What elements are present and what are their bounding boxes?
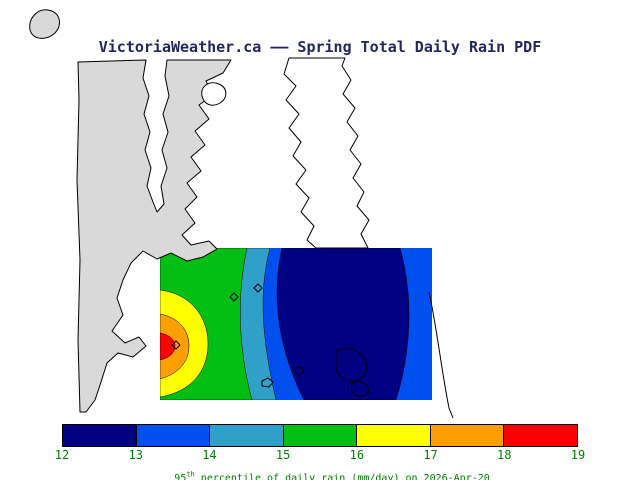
colorbar-tick: 18: [497, 448, 512, 462]
station-marker-north: [253, 283, 263, 293]
caption-text: percentile of daily rain (mm/day) on 202…: [194, 473, 490, 480]
coastline-saanich-peninsula: [283, 57, 370, 249]
caption-number: 95: [174, 473, 187, 480]
colorbar-segment-12-13: [63, 425, 137, 446]
colorbar-segment-15-16: [283, 425, 358, 446]
page-title: VictoriaWeather.ca —— Spring Total Daily…: [98, 38, 542, 56]
colorbar-tick: 14: [202, 448, 217, 462]
contour-field: [160, 248, 432, 400]
colorbar-segment-14-15: [210, 425, 284, 446]
station-marker-center: [229, 292, 239, 302]
islet-outline-2: [261, 377, 274, 388]
colorbar-segment-16-17: [357, 425, 431, 446]
islet-outline: [294, 366, 304, 376]
contour-band-18-19: [160, 332, 176, 361]
colorbar: [62, 424, 578, 447]
colorbar-tick: 16: [349, 448, 365, 462]
colorbar-segment-18-19: [504, 425, 578, 446]
colorbar-tick: 13: [128, 448, 143, 462]
colorbar-ticks: 12 13 14 15 16 17 18 19: [55, 448, 585, 462]
island-outline-small: [350, 381, 369, 397]
land-top-left-island: [29, 9, 60, 39]
caption-superscript: th: [186, 470, 195, 479]
colorbar-caption: 95th percentile of daily rain (mm/day) o…: [0, 461, 640, 480]
colorbar-segment-17-18: [430, 425, 505, 446]
island-outline-coastal: [201, 82, 227, 106]
contour-band-12-13: [276, 248, 410, 400]
colorbar-tick: 17: [423, 448, 438, 462]
colorbar-tick: 19: [570, 448, 586, 462]
coastline-east: [428, 291, 454, 419]
station-marker-west: [171, 340, 181, 350]
colorbar-tick: 15: [275, 448, 291, 462]
colorbar-tick: 12: [54, 448, 70, 462]
island-outline-large: [335, 348, 368, 382]
land-vancouver-island: [76, 59, 232, 413]
colorbar-segment-13-14: [136, 425, 211, 446]
